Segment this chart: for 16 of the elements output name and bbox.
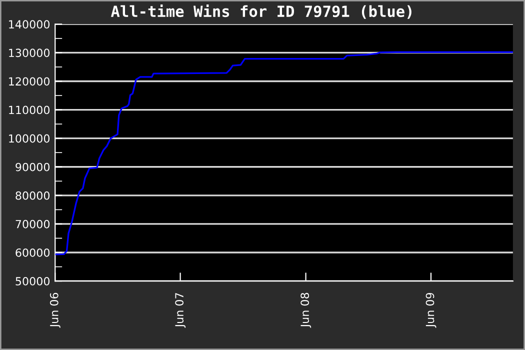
y-tick-label: 110000	[9, 106, 50, 114]
y-tick-label: 90000	[16, 162, 50, 172]
line-series	[55, 51, 513, 256]
x-tick-label: Jun 09	[426, 292, 436, 328]
x-tick-label: Jun 08	[300, 292, 312, 328]
y-tick-label: 60000	[16, 248, 50, 257]
chart-title: All-time Wins for ID 79791 (blue)	[110, 4, 412, 19]
y-tick-label: 140000	[9, 20, 50, 29]
y-tick-label: 100000	[9, 134, 50, 143]
y-tick-label: 130000	[9, 48, 50, 58]
y-tick-label: 50000	[16, 277, 50, 286]
y-tick-label: 70000	[16, 220, 50, 228]
x-tick-label: Jun 07	[175, 293, 186, 328]
x-tick-label: Jun 06	[50, 292, 60, 328]
y-tick-label: 80000	[16, 191, 50, 200]
y-tick-label: 120000	[9, 77, 50, 86]
